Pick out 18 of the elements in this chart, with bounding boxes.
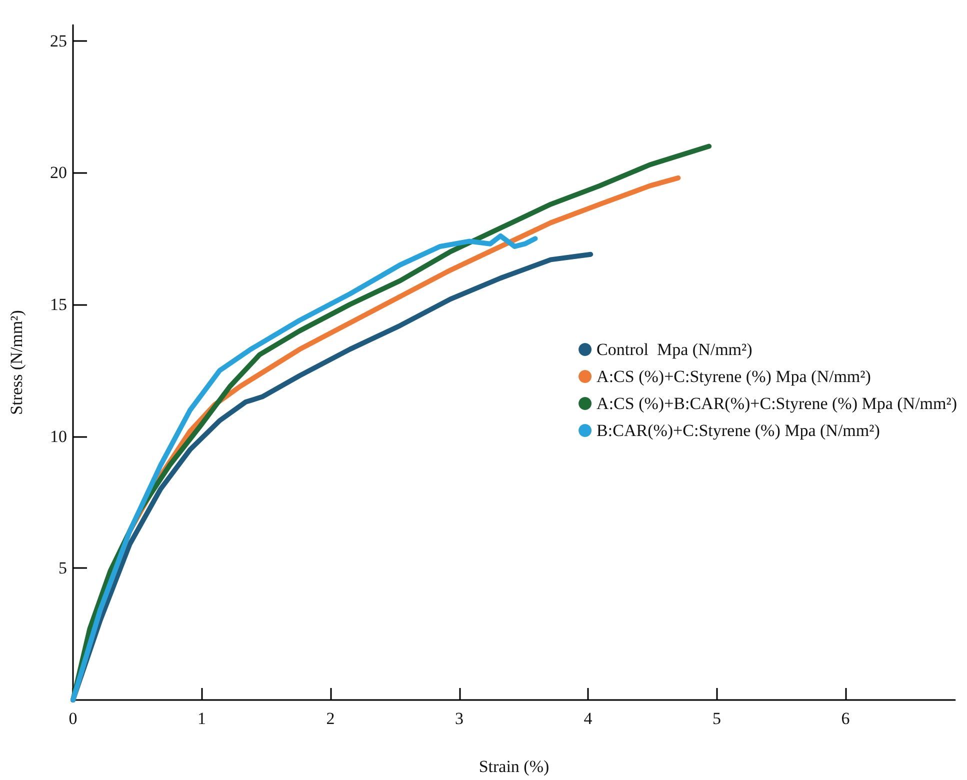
legend-label: B:CAR(%)+C:Styrene (%) Mpa (N/mm²) <box>596 421 880 440</box>
x-tick-label: 0 <box>68 709 78 728</box>
legend-label: Control Mpa (N/mm²) <box>596 340 752 359</box>
y-axis-title: Stress (N/mm²) <box>7 310 26 415</box>
y-tick-label: 5 <box>58 558 67 578</box>
x-tick-label: 3 <box>455 709 464 728</box>
legend-label: A:CS (%)+C:Styrene (%) Mpa (N/mm²) <box>596 367 871 386</box>
x-axis-title: Strain (%) <box>478 757 550 776</box>
y-tick-label: 10 <box>50 426 67 446</box>
x-tick-label: 2 <box>326 709 335 728</box>
x-tick-label: 4 <box>584 709 593 728</box>
y-tick-label: 20 <box>50 163 67 182</box>
x-tick-label: 1 <box>198 709 206 728</box>
legend-label: A:CS (%)+B:CAR(%)+C:Styrene (%) Mpa (N/mm²) <box>596 394 957 413</box>
y-tick-label: 15 <box>50 294 67 314</box>
x-tick-label: 6 <box>841 709 850 728</box>
y-tick-label: 25 <box>50 31 67 50</box>
x-tick-label: 5 <box>712 709 722 728</box>
